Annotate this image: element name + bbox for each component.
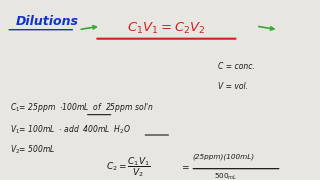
Text: Dilutions: Dilutions <box>16 15 79 28</box>
Text: $C_1V_1 = C_2V_2$: $C_1V_1 = C_2V_2$ <box>127 21 206 36</box>
Text: =: = <box>181 163 188 172</box>
Text: $V_1$= 100mL  $\cdot$ add  400mL  $H_2O$: $V_1$= 100mL $\cdot$ add 400mL $H_2O$ <box>10 123 131 136</box>
Text: $C_2 = \dfrac{C_1V_1}{V_2}$: $C_2 = \dfrac{C_1V_1}{V_2}$ <box>106 156 150 179</box>
Text: V = vol.: V = vol. <box>218 82 248 91</box>
Text: $500_{mL}$: $500_{mL}$ <box>214 171 238 180</box>
Text: (25ppm)(100mL): (25ppm)(100mL) <box>192 153 254 160</box>
Text: C = conc.: C = conc. <box>218 62 254 71</box>
Text: $V_2$= 500mL: $V_2$= 500mL <box>10 143 55 156</box>
Text: $C_1$= 25ppm  $\cdot$100mL  of  25ppm sol'n: $C_1$= 25ppm $\cdot$100mL of 25ppm sol'n <box>10 102 153 114</box>
